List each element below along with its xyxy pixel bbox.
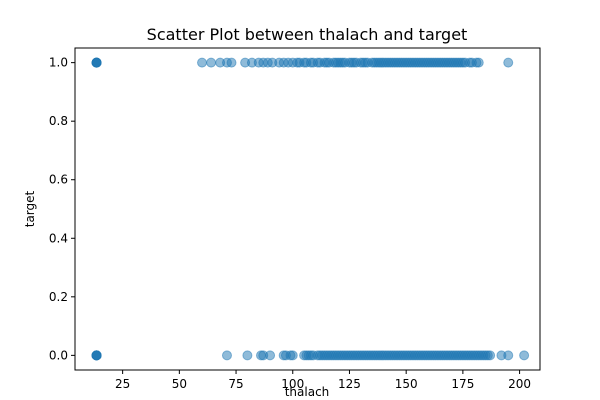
y-tick-label: 0.0 <box>49 348 68 362</box>
data-point <box>242 350 253 361</box>
data-point <box>287 350 298 361</box>
data-point <box>226 57 237 68</box>
y-tick-label: 1.0 <box>49 56 68 70</box>
data-point <box>473 57 484 68</box>
x-tick-label: 25 <box>115 377 130 391</box>
data-point <box>91 350 102 361</box>
x-tick-label: 125 <box>338 377 361 391</box>
y-tick-label: 0.8 <box>49 114 68 128</box>
data-point <box>206 57 217 68</box>
x-tick-label: 75 <box>228 377 243 391</box>
x-tick-label: 50 <box>172 377 187 391</box>
y-tick-label: 0.2 <box>49 290 68 304</box>
y-axis-label: target <box>23 190 37 227</box>
chart-title: Scatter Plot between thalach and target <box>147 25 468 44</box>
data-point <box>221 350 232 361</box>
data-point <box>485 350 496 361</box>
y-axis: 0.0 0.2 0.4 0.6 0.8 1.0 <box>49 56 75 362</box>
x-axis: 25 50 75 100 125 150 175 200 <box>115 370 531 391</box>
data-point <box>265 350 276 361</box>
data-point <box>519 350 530 361</box>
y-tick-label: 0.4 <box>49 231 68 245</box>
data-point <box>91 57 102 68</box>
x-tick-label: 200 <box>508 377 531 391</box>
x-tick-label: 150 <box>395 377 418 391</box>
points-layer <box>91 57 530 361</box>
plot-frame <box>74 47 541 371</box>
data-point <box>503 57 514 68</box>
y-tick-label: 0.6 <box>49 173 68 187</box>
data-point <box>197 57 208 68</box>
x-tick-label: 175 <box>451 377 474 391</box>
x-tick-label: 100 <box>281 377 304 391</box>
data-point <box>503 350 514 361</box>
x-axis-label: thalach <box>285 385 330 399</box>
